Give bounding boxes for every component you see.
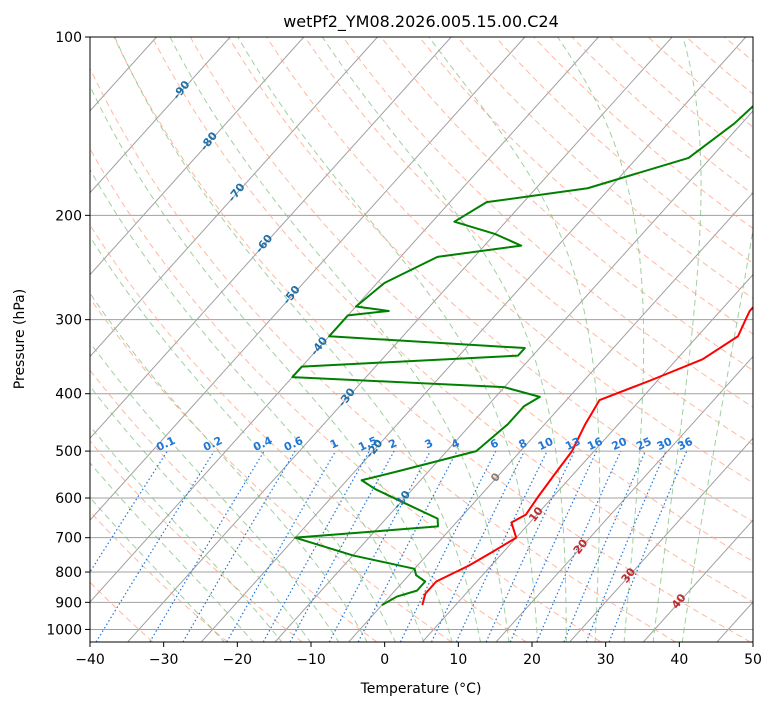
y-tick-label: 900 [55,595,82,611]
y-axis-label: Pressure (hPa) [12,289,28,389]
y-tick-label: 200 [55,208,82,224]
y-tick-label: 700 [55,531,82,547]
dry-adiabat [763,37,775,642]
y-tick-label: 400 [55,387,82,403]
isotherm-line [0,37,9,642]
x-tick-label: 50 [744,652,762,668]
y-tick-label: 600 [55,491,82,507]
x-tick-label: −20 [223,652,253,668]
x-tick-label: −30 [149,652,179,668]
x-tick-label: −10 [296,652,326,668]
x-tick-label: −40 [75,652,105,668]
y-tick-label: 800 [55,565,82,581]
y-tick-label: 1000 [46,622,82,638]
x-tick-label: 10 [449,652,467,668]
y-tick-label: 300 [55,313,82,329]
x-tick-label: 30 [597,652,615,668]
x-tick-label: 0 [380,652,389,668]
x-tick-label: 20 [523,652,541,668]
x-tick-label: 40 [670,652,688,668]
y-tick-label: 100 [55,30,82,46]
x-axis-label: Temperature (°C) [360,681,482,697]
y-tick-label: 500 [55,444,82,460]
chart-title: wetPf2_YM08.2026.005.15.00.C24 [283,12,559,32]
